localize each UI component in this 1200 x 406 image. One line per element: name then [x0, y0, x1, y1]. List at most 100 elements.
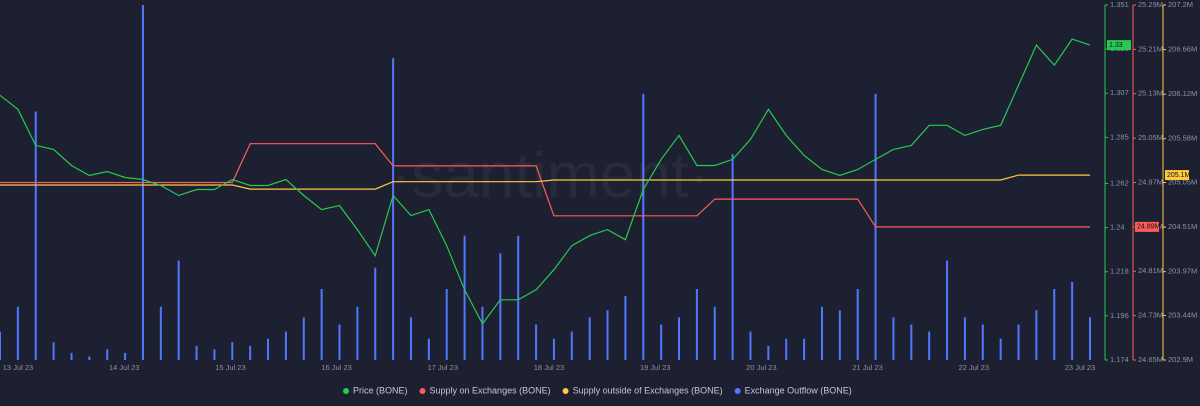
outflow-bar — [409, 317, 412, 360]
outflow-bar — [856, 289, 859, 360]
outflow-bar — [946, 260, 949, 360]
watermark: ·santiment· — [390, 139, 710, 211]
outflow-bar — [392, 58, 395, 360]
series-line — [0, 143, 1090, 228]
y-tick-label: 24.73M — [1138, 311, 1163, 320]
outflow-bar — [785, 338, 788, 360]
legend-label: Price (BONE) — [353, 385, 408, 395]
y-tick-label: 25.29M — [1138, 0, 1163, 9]
outflow-bar — [535, 324, 538, 360]
outflow-bar — [767, 345, 770, 360]
series-line — [0, 174, 1090, 190]
outflow-bar — [803, 338, 806, 360]
current-value-box — [1135, 221, 1159, 232]
x-tick-label: 18 Jul 23 — [534, 363, 564, 372]
x-tick-label: 17 Jul 23 — [428, 363, 458, 372]
outflow-bar — [660, 324, 663, 360]
y-tick-label: 1.262 — [1110, 178, 1129, 187]
y-tick-label: 1.174 — [1110, 355, 1129, 364]
outflow-bar — [517, 235, 520, 360]
x-tick-label: 19 Jul 23 — [640, 363, 670, 372]
y-tick-label: 1.24 — [1110, 223, 1125, 232]
outflow-bar — [481, 306, 484, 360]
legend-label: Supply on Exchanges (BONE) — [430, 385, 551, 395]
y-tick-label: 25.05M — [1138, 133, 1163, 142]
y-tick-label: 204.51M — [1168, 222, 1197, 231]
legend-marker — [343, 388, 349, 394]
y-tick-label: 205.58M — [1168, 134, 1197, 143]
legend-label: Supply outside of Exchanges (BONE) — [573, 385, 723, 395]
y-tick-label: 24.65M — [1138, 355, 1163, 364]
outflow-bar — [284, 331, 287, 360]
outflow-bar — [624, 296, 627, 360]
outflow-bar — [320, 289, 323, 360]
outflow-bar — [695, 289, 698, 360]
y-tick-label: 25.21M — [1138, 44, 1163, 53]
outflow-bar — [731, 154, 734, 360]
outflow-bar — [374, 267, 377, 360]
outflow-bar — [231, 342, 234, 360]
y-tick-label: 202.9M — [1168, 355, 1193, 364]
outflow-bar — [52, 342, 55, 360]
legend-marker — [734, 388, 741, 394]
outflow-bar — [0, 331, 1, 360]
outflow-bar — [499, 253, 502, 360]
y-tick-label: 24.81M — [1138, 266, 1163, 275]
outflow-bar — [981, 324, 984, 360]
current-value: 24.89M — [1137, 224, 1161, 231]
outflow-bar — [195, 345, 198, 360]
outflow-bar — [427, 338, 430, 360]
x-tick-label: 21 Jul 23 — [852, 363, 882, 372]
outflow-bar — [999, 338, 1002, 360]
current-value: 205.1M — [1167, 172, 1191, 179]
outflow-bar — [338, 324, 341, 360]
x-tick-label: 23 Jul 23 — [1065, 363, 1095, 372]
legend-marker — [419, 388, 426, 394]
outflow-bar — [445, 289, 448, 360]
outflow-bar — [749, 331, 752, 360]
legend-label: Exchange Outflow (BONE) — [745, 385, 852, 395]
y-tick-label: 206.12M — [1168, 89, 1197, 98]
y-tick-label: 207.2M — [1168, 0, 1193, 9]
current-value: 1.33 — [1109, 42, 1123, 49]
outflow-bar — [1071, 281, 1074, 360]
y-tick-label: 203.44M — [1168, 310, 1197, 319]
y-tick-label: 1.351 — [1110, 0, 1129, 9]
outflow-bar — [892, 317, 895, 360]
x-tick-label: 16 Jul 23 — [321, 363, 351, 372]
outflow-bar — [124, 352, 127, 360]
outflow-bar — [356, 306, 359, 360]
outflow-bar — [713, 306, 716, 360]
outflow-bar — [910, 324, 913, 360]
outflow-bar — [177, 260, 180, 360]
outflow-bar — [820, 306, 823, 360]
y-tick-label: 1.196 — [1110, 311, 1129, 320]
y-tick-label: 1.307 — [1110, 88, 1129, 97]
outflow-bar — [159, 306, 162, 360]
current-value-box — [1107, 40, 1131, 51]
outflow-bar — [70, 352, 73, 360]
outflow-bar — [106, 349, 109, 360]
x-tick-label: 14 Jul 23 — [109, 363, 139, 372]
x-tick-label: 15 Jul 23 — [215, 363, 245, 372]
outflow-bar — [570, 331, 573, 360]
y-tick-label: 203.97M — [1168, 267, 1197, 276]
x-tick-label: 13 Jul 23 — [3, 363, 33, 372]
outflow-bar — [1053, 289, 1056, 360]
outflow-bar — [88, 356, 91, 360]
outflow-bar — [267, 338, 270, 360]
y-tick-label: 206.66M — [1168, 45, 1197, 54]
outflow-bar — [642, 93, 645, 360]
outflow-bar — [1089, 317, 1091, 360]
outflow-bar — [588, 317, 591, 360]
legend-marker — [562, 388, 569, 394]
outflow-bar — [34, 111, 37, 360]
outflow-bar — [963, 317, 966, 360]
outflow-bar — [552, 338, 555, 360]
x-tick-label: 20 Jul 23 — [746, 363, 776, 372]
x-tick-label: 22 Jul 23 — [959, 363, 989, 372]
outflow-bar — [16, 306, 19, 360]
y-tick-label: 1.285 — [1110, 132, 1129, 141]
outflow-bar — [838, 310, 841, 360]
